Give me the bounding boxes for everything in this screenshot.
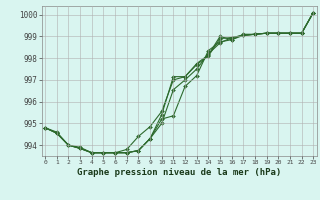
X-axis label: Graphe pression niveau de la mer (hPa): Graphe pression niveau de la mer (hPa): [77, 168, 281, 177]
